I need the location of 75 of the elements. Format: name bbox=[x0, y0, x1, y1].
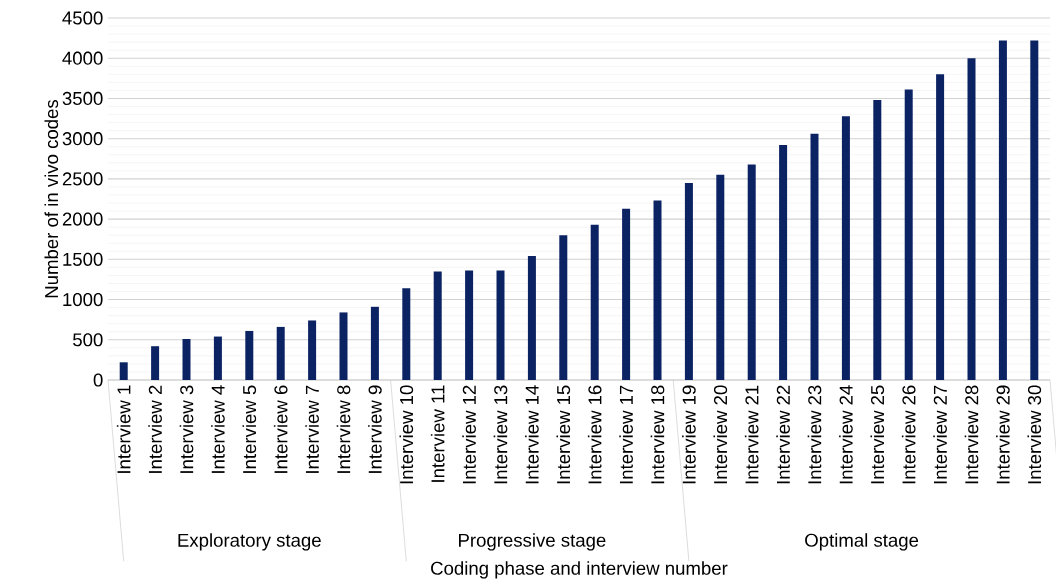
bar bbox=[590, 224, 599, 380]
text: Progressive stage bbox=[459, 533, 606, 551]
bar bbox=[622, 208, 631, 380]
bar bbox=[465, 270, 474, 380]
x-tick-label: Interview 15 bbox=[556, 385, 571, 484]
x-tick-label: Interview 22 bbox=[776, 385, 790, 484]
bar bbox=[433, 271, 442, 380]
bar bbox=[967, 58, 976, 380]
bar bbox=[213, 336, 222, 380]
bar bbox=[1030, 40, 1039, 380]
x-tick-label: Interview 18 bbox=[650, 385, 665, 484]
bar bbox=[998, 40, 1007, 380]
bar bbox=[747, 164, 756, 380]
x-tick-label: Interview 10 bbox=[399, 385, 414, 484]
x-tick-label: Interview 20 bbox=[713, 385, 728, 484]
x-tick-label: Interview 21 bbox=[744, 385, 759, 484]
bar bbox=[308, 320, 317, 380]
bar bbox=[339, 312, 348, 380]
x-tick-label: Interview 12 bbox=[462, 385, 476, 484]
x-tick-label: Interview 16 bbox=[587, 385, 602, 484]
bar bbox=[810, 133, 819, 380]
bar bbox=[370, 306, 379, 380]
y-tick-label: 0 bbox=[93, 373, 103, 387]
x-tick-label: Interview 13 bbox=[493, 385, 508, 484]
bar bbox=[653, 200, 662, 380]
bar bbox=[402, 288, 411, 380]
text: Exploratory stage bbox=[178, 533, 321, 551]
x-tick-label: Interview 6 bbox=[273, 385, 288, 473]
y-tick-label: 2000 bbox=[62, 212, 103, 226]
x-tick-label: Interview 1 bbox=[116, 385, 131, 473]
x-tick-label: Interview 27 bbox=[933, 385, 947, 484]
x-tick-label: Interview 14 bbox=[525, 385, 539, 484]
y-axis-title: Number of in vivo codes bbox=[44, 99, 59, 298]
bar bbox=[684, 182, 693, 380]
x-tick-label: Interview 9 bbox=[368, 385, 382, 473]
bar bbox=[716, 174, 725, 380]
y-tick-label: 1000 bbox=[63, 292, 103, 307]
x-tick-label: Interview 5 bbox=[242, 385, 257, 473]
y-tick-label: 500 bbox=[73, 333, 103, 347]
x-tick-label: Interview 4 bbox=[211, 385, 225, 473]
x-tick-label: Interview 24 bbox=[839, 385, 853, 484]
x-tick-label: Interview 8 bbox=[336, 385, 351, 473]
y-tick-label: 3000 bbox=[62, 132, 103, 146]
y-tick-label: 4000 bbox=[62, 51, 103, 65]
x-tick-label: Interview 3 bbox=[179, 385, 194, 473]
bar bbox=[182, 338, 191, 380]
x-tick-label: Interview 2 bbox=[148, 385, 162, 473]
bar bbox=[936, 74, 945, 380]
x-tick-label: Interview 11 bbox=[430, 385, 445, 482]
bar bbox=[527, 256, 536, 380]
bar bbox=[559, 235, 568, 380]
bar bbox=[245, 330, 254, 380]
x-tick-label: Interview 26 bbox=[901, 385, 916, 484]
bar bbox=[276, 326, 285, 380]
x-tick-label: Interview 30 bbox=[1027, 385, 1042, 484]
bar bbox=[841, 116, 850, 380]
x-tick-label: Interview 7 bbox=[305, 385, 319, 473]
text: Optimal stage bbox=[805, 533, 919, 551]
y-tick-label: 3500 bbox=[62, 91, 103, 106]
x-tick-label: Interview 17 bbox=[619, 385, 633, 484]
bar bbox=[151, 346, 160, 380]
y-tick-label: 4500 bbox=[62, 11, 103, 25]
x-tick-label: Interview 25 bbox=[870, 385, 885, 484]
bar bbox=[779, 145, 788, 380]
x-tick-label: Interview 28 bbox=[964, 385, 979, 484]
x-axis-title: Coding phase and interview number bbox=[431, 561, 728, 579]
bar bbox=[119, 362, 128, 380]
bar bbox=[904, 89, 913, 380]
x-tick-label: Interview 19 bbox=[682, 385, 696, 484]
y-tick-label: 1500 bbox=[63, 252, 103, 266]
x-tick-label: Interview 23 bbox=[807, 385, 822, 484]
y-tick-label: 2500 bbox=[62, 172, 103, 186]
x-tick-label: Interview 29 bbox=[996, 385, 1010, 484]
bar bbox=[496, 270, 505, 380]
bar bbox=[873, 100, 882, 380]
